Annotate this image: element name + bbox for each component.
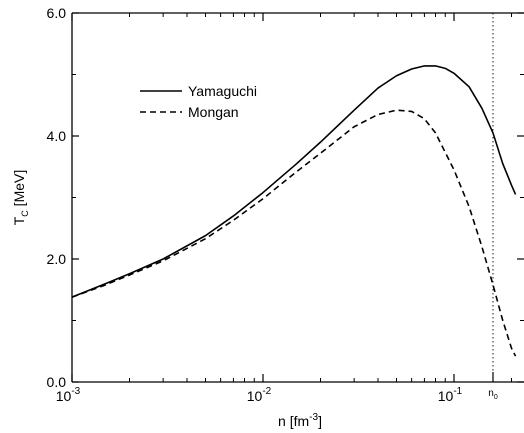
legend-label-yamaguchi: Yamaguchi: [188, 83, 257, 99]
y-tick-label: 4.0: [47, 128, 67, 144]
x-tick-label: 10-1: [438, 386, 463, 404]
y-tick-label: 0.0: [47, 374, 67, 390]
y-axis-title: TC [MeV]: [11, 170, 30, 226]
x-axis-title: n [fm-3]: [278, 412, 322, 429]
n0-label: n0: [488, 388, 498, 401]
legend-label-mongan: Mongan: [188, 104, 239, 120]
x-tick-label: 10-2: [247, 386, 272, 404]
series-line-yamaguchi: [72, 65, 517, 298]
x-tick-label: 10-3: [56, 386, 81, 404]
y-tick-label: 2.0: [47, 251, 67, 267]
series-line-mongan: [72, 109, 517, 357]
y-tick-label: 6.0: [47, 5, 67, 21]
